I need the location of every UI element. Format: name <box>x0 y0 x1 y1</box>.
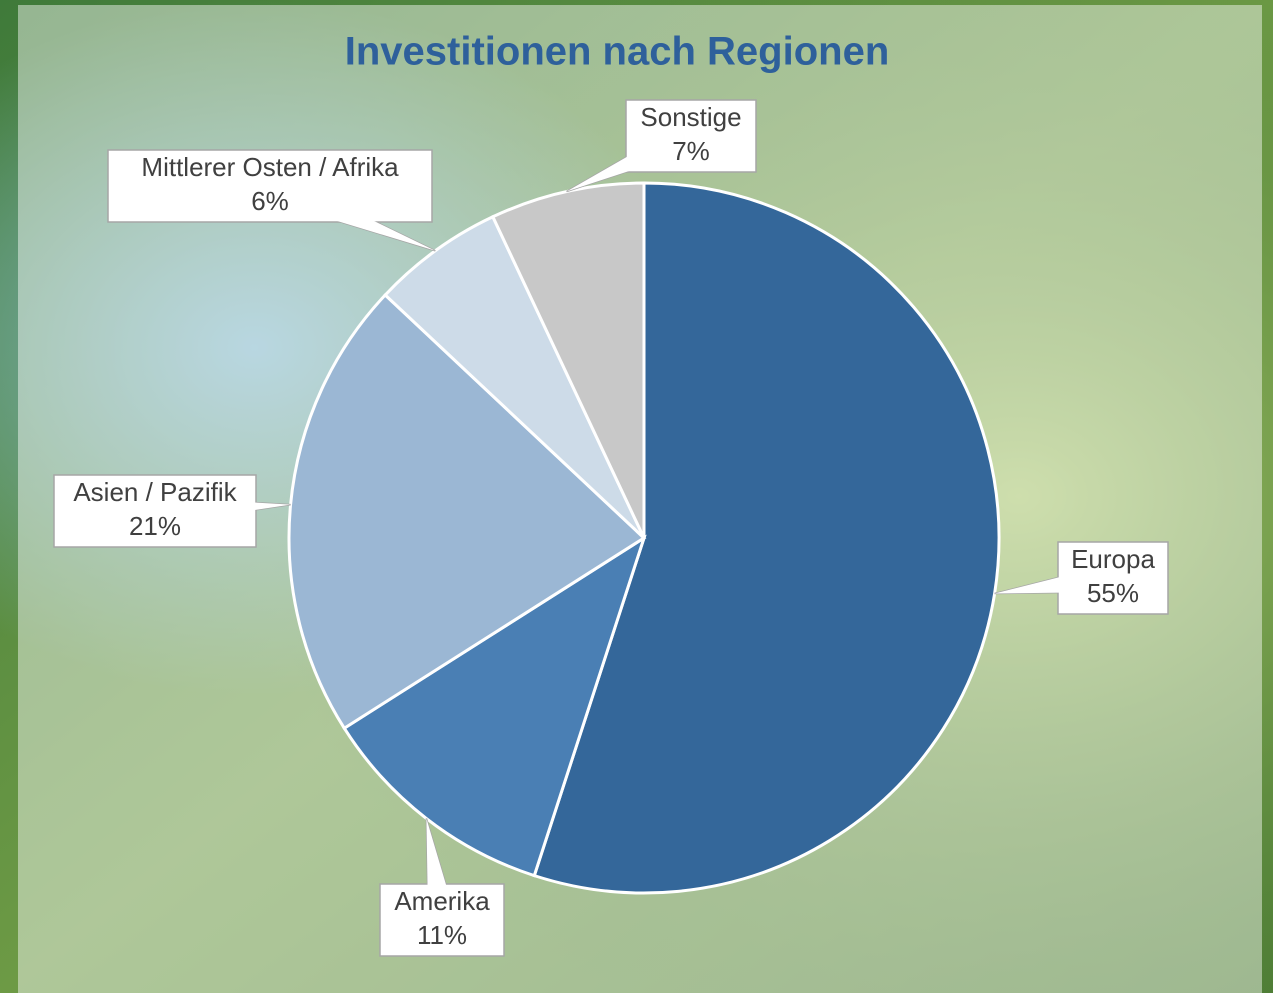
data-label: Asien / Pazifik 21% <box>53 474 291 548</box>
label-value: 21% <box>129 511 181 541</box>
data-label: Mittlerer Osten / Afrika 6% <box>107 149 436 252</box>
label-name: Europa <box>1071 544 1155 574</box>
data-label: Sonstige 7% <box>566 99 757 193</box>
label-value: 55% <box>1087 578 1139 608</box>
label-value: 6% <box>251 186 289 216</box>
chart-title: Investitionen nach Regionen <box>345 30 890 74</box>
label-pointer-cover <box>154 497 291 525</box>
label-name: Sonstige <box>640 102 741 132</box>
label-pointer-cover <box>994 564 1115 594</box>
label-pointer-cover <box>264 172 436 251</box>
label-name: Asien / Pazifik <box>73 477 237 507</box>
label-name: Amerika <box>394 886 490 916</box>
label-value: 11% <box>417 920 467 950</box>
label-value: 7% <box>672 136 710 166</box>
data-label: Europa 55% <box>994 541 1169 615</box>
label-pointer-cover <box>566 123 697 192</box>
label-name: Mittlerer Osten / Afrika <box>141 152 399 182</box>
pie-slice <box>383 214 646 540</box>
data-label: Amerika 11% <box>379 818 505 957</box>
label-pointer-cover <box>426 818 456 923</box>
